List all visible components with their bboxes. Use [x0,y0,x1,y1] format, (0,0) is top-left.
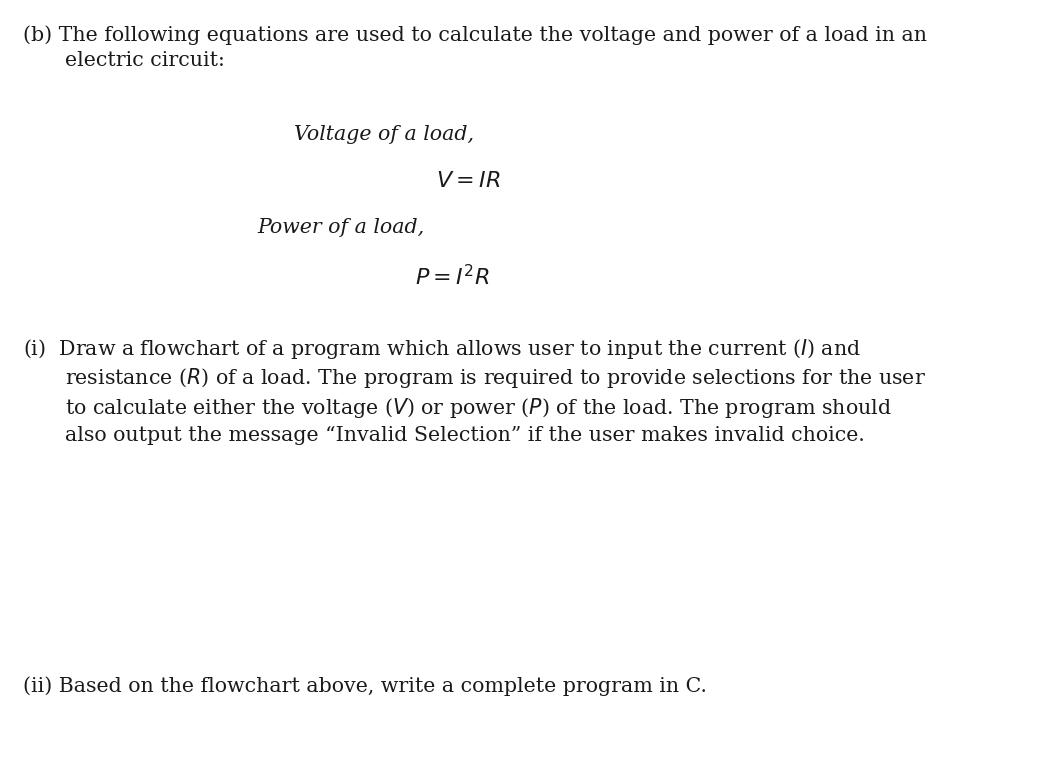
Text: Power of a load,: Power of a load, [257,218,425,237]
Text: Voltage of a load,: Voltage of a load, [294,125,474,144]
Text: (i)  Draw a flowchart of a program which allows user to input the current ($I$) : (i) Draw a flowchart of a program which … [23,337,861,361]
Text: (ii) Based on the flowchart above, write a complete program in C.: (ii) Based on the flowchart above, write… [23,676,707,696]
Text: $P = I^{2}R$: $P = I^{2}R$ [415,265,490,290]
Text: also output the message “Invalid Selection” if the user makes invalid choice.: also output the message “Invalid Selecti… [65,425,865,444]
Text: to calculate either the voltage ($V$) or power ($P$) of the load. The program sh: to calculate either the voltage ($V$) or… [65,396,892,420]
Text: $V = IR$: $V = IR$ [436,170,500,192]
Text: resistance ($R$) of a load. The program is required to provide selections for th: resistance ($R$) of a load. The program … [65,366,926,391]
Text: electric circuit:: electric circuit: [65,51,225,70]
Text: (b) The following equations are used to calculate the voltage and power of a loa: (b) The following equations are used to … [23,25,927,45]
